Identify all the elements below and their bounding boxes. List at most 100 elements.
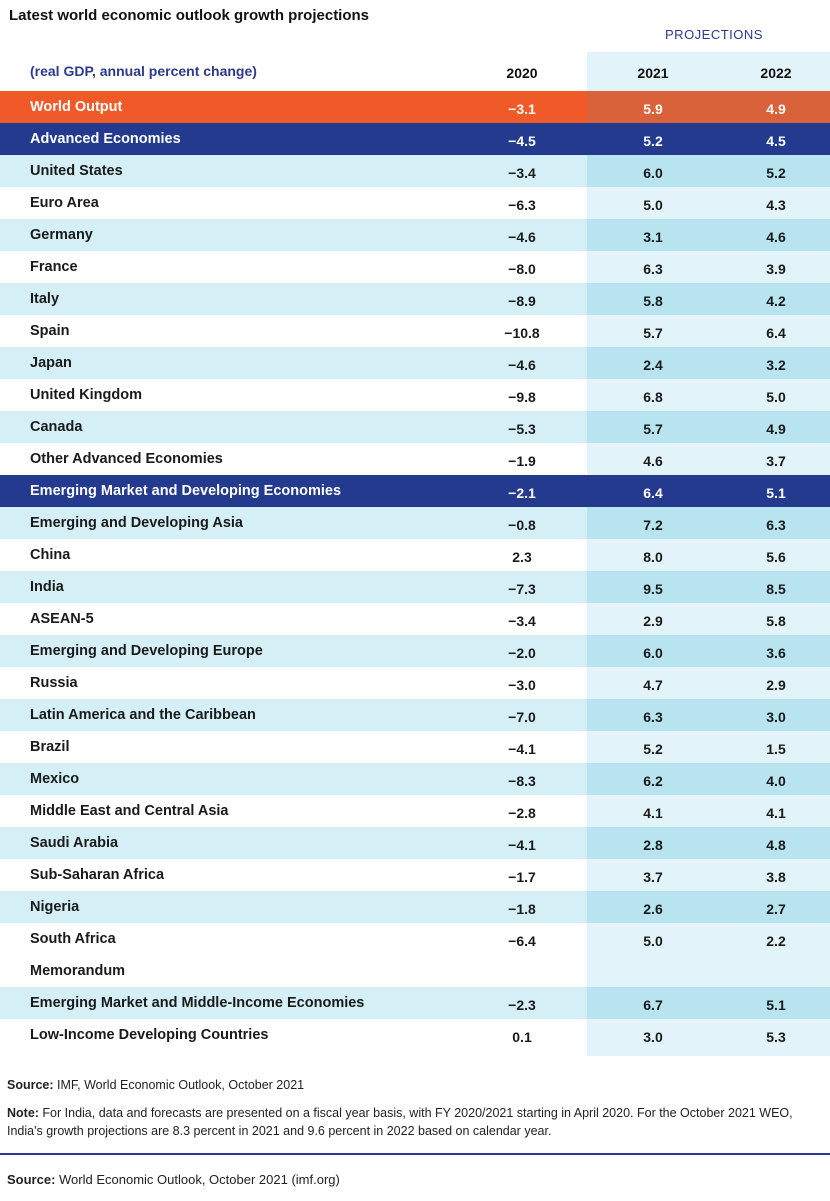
table-row: China 2.3 8.0 5.6 — [0, 539, 830, 571]
row-label: France — [30, 259, 78, 275]
table-row: Latin America and the Caribbean −7.0 6.3 3.… — [0, 699, 830, 731]
cell-2020: −2.1 — [508, 485, 536, 501]
row-background — [0, 955, 587, 987]
table-row: Nigeria −1.8 2.6 2.7 — [0, 891, 830, 923]
row-label: Advanced Economies — [30, 131, 181, 147]
cell-2022: 8.5 — [766, 581, 786, 597]
table-row: Emerging Market and Middle-Income Econom… — [0, 987, 830, 1019]
row-background — [0, 91, 587, 123]
row-projection-background — [587, 507, 830, 539]
cell-2020: −3.4 — [508, 613, 536, 629]
row-background — [0, 795, 587, 827]
cell-2021: 5.7 — [643, 421, 663, 437]
table-row: Emerging Market and Developing Economies… — [0, 475, 830, 507]
row-label: Emerging Market and Developing Economies — [30, 483, 342, 499]
row-background — [0, 987, 587, 1019]
cell-2022: 2.7 — [766, 901, 786, 917]
cell-2020: 0.1 — [512, 1029, 532, 1045]
cell-2021: 5.2 — [643, 741, 663, 757]
cell-2021: 5.8 — [643, 293, 663, 309]
column-header-2020: 2020 — [506, 65, 538, 81]
cell-2022: 4.8 — [766, 837, 786, 853]
footer-source-label: Source: — [7, 1172, 56, 1187]
cell-2020: −1.9 — [508, 453, 536, 469]
row-projection-background — [587, 123, 830, 155]
table-row: Emerging and Developing Europe −2.0 6.0 3.6 — [0, 635, 830, 667]
cell-2020: −8.3 — [508, 773, 536, 789]
row-projection-background — [587, 475, 830, 507]
cell-2020: −2.0 — [508, 645, 536, 661]
cell-2022: 5.1 — [766, 997, 786, 1013]
cell-2020: −4.6 — [508, 357, 536, 373]
source-text: IMF, World Economic Outlook, October 202… — [53, 1078, 305, 1092]
cell-2020: −8.9 — [508, 293, 536, 309]
row-projection-background — [587, 635, 830, 667]
row-projection-background — [587, 347, 830, 379]
cell-2021: 6.3 — [643, 709, 663, 725]
cell-2022: 4.2 — [766, 293, 786, 309]
table-row: Germany −4.6 3.1 4.6 — [0, 219, 830, 251]
row-background — [0, 699, 587, 731]
footer-source-line: Source: World Economic Outlook, October … — [7, 1172, 340, 1187]
cell-2020: −4.1 — [508, 741, 536, 757]
table-header-row: (real GDP, annual percent change) 2020 2… — [0, 60, 830, 85]
cell-2022: 5.6 — [766, 549, 786, 565]
row-background — [0, 731, 587, 763]
row-label: Latin America and the Caribbean — [30, 707, 256, 723]
cell-2022: 3.8 — [766, 869, 786, 885]
row-background — [0, 251, 587, 283]
cell-2021: 4.6 — [643, 453, 663, 469]
row-label: United States — [30, 163, 123, 179]
row-background — [0, 859, 587, 891]
row-background — [0, 347, 587, 379]
cell-2021: 5.9 — [643, 101, 663, 117]
row-background — [0, 219, 587, 251]
row-label: Low-Income Developing Countries — [30, 1027, 269, 1043]
table-row: United States −3.4 6.0 5.2 — [0, 155, 830, 187]
table-row: Canada −5.3 5.7 4.9 — [0, 411, 830, 443]
cell-2022: 4.9 — [766, 421, 786, 437]
cell-2020: −3.4 — [508, 165, 536, 181]
row-background — [0, 635, 587, 667]
table-row: Russia −3.0 4.7 2.9 — [0, 667, 830, 699]
cell-2021: 8.0 — [643, 549, 663, 565]
cell-2020: −1.7 — [508, 869, 536, 885]
cell-2021: 6.2 — [643, 773, 663, 789]
row-label: Sub-Saharan Africa — [30, 867, 165, 883]
cell-2022: 4.3 — [766, 197, 786, 213]
row-projection-background — [587, 91, 830, 123]
row-label: Germany — [30, 227, 93, 243]
row-background — [0, 123, 587, 155]
row-label: Canada — [30, 419, 83, 435]
row-projection-background — [587, 827, 830, 859]
cell-2022: 5.3 — [766, 1029, 786, 1045]
table-row: South Africa −6.4 5.0 2.2 — [0, 923, 830, 955]
row-projection-background — [587, 219, 830, 251]
row-label: World Output — [30, 99, 123, 115]
cell-2020: −4.1 — [508, 837, 536, 853]
row-label: Other Advanced Economies — [30, 451, 223, 467]
table-row: United Kingdom −9.8 6.8 5.0 — [0, 379, 830, 411]
cell-2020: −2.3 — [508, 997, 536, 1013]
row-projection-background — [587, 987, 830, 1019]
table-row: Brazil −4.1 5.2 1.5 — [0, 731, 830, 763]
row-label: Emerging and Developing Europe — [30, 643, 263, 659]
footer-source-text: World Economic Outlook, October 2021 (im… — [55, 1172, 340, 1187]
row-background — [0, 827, 587, 859]
row-background — [0, 411, 587, 443]
row-background — [0, 155, 587, 187]
cell-2022: 2.9 — [766, 677, 786, 693]
cell-2022: 4.6 — [766, 229, 786, 245]
source-line: Source: IMF, World Economic Outlook, Oct… — [7, 1078, 304, 1092]
cell-2021: 2.4 — [643, 357, 663, 373]
row-label: Emerging and Developing Asia — [30, 515, 243, 531]
table-row: Low-Income Developing Countries 0.1 3.0 5.3 — [0, 1019, 830, 1051]
row-label: Italy — [30, 291, 60, 307]
cell-2021: 5.0 — [643, 933, 663, 949]
cell-2021: 3.0 — [643, 1029, 663, 1045]
table-row: Other Advanced Economies −1.9 4.6 3.7 — [0, 443, 830, 475]
cell-2022: 5.1 — [766, 485, 786, 501]
cell-2021: 6.7 — [643, 997, 663, 1013]
cell-2020: −0.8 — [508, 517, 536, 533]
row-background — [0, 667, 587, 699]
